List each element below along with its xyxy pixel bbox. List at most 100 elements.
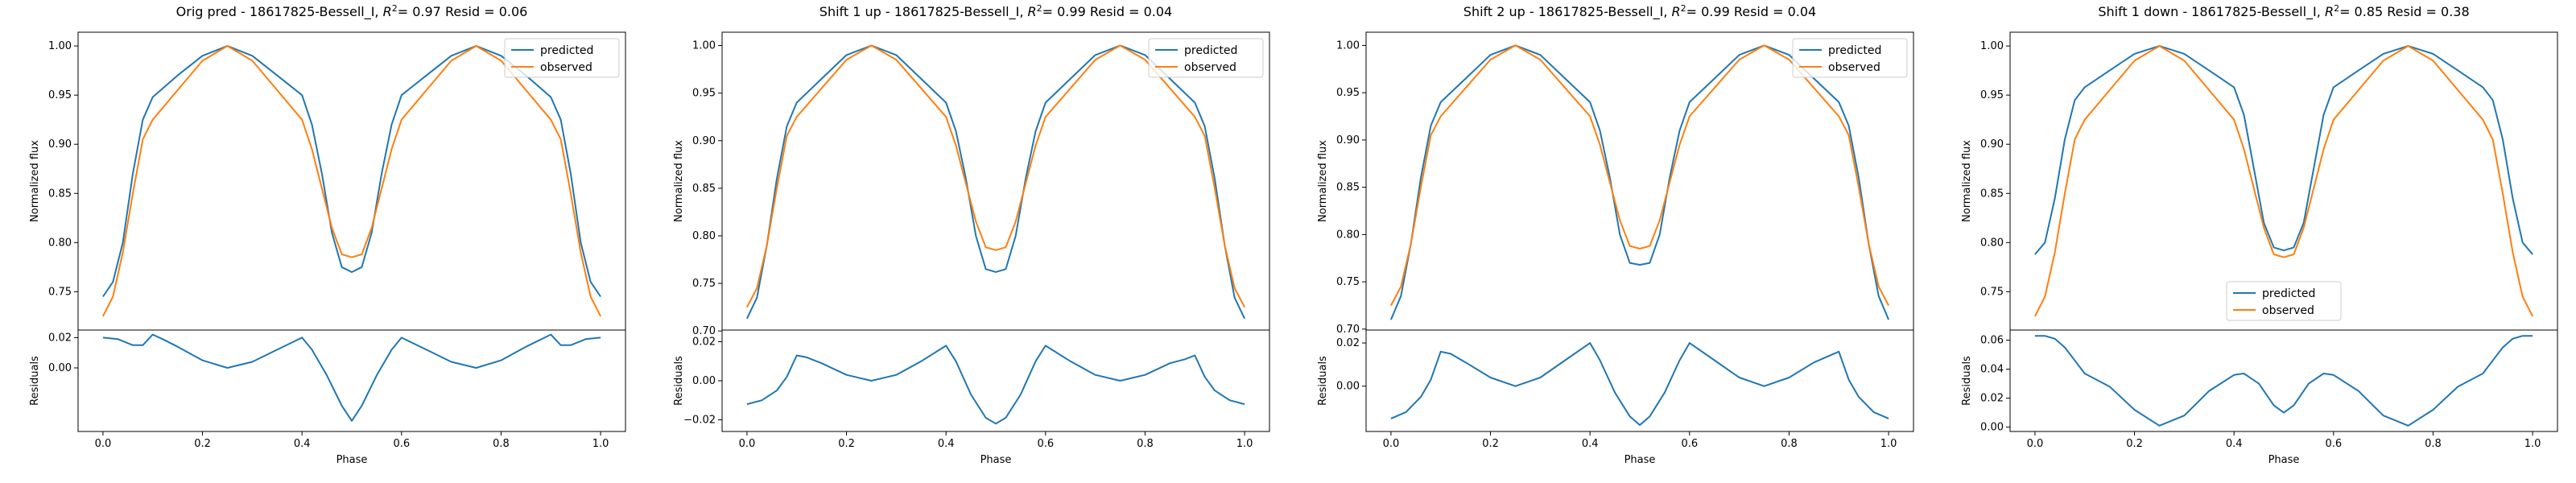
top-ytick-label: 1.00 <box>1336 39 1360 52</box>
bottom-ytick-label: 0.02 <box>1336 337 1360 349</box>
top-ylabel: Normalized flux <box>673 140 685 222</box>
bottom-ytick-label: 0.02 <box>48 332 72 344</box>
xtick-label: 0.2 <box>1482 438 1499 450</box>
top-series-observed-line <box>1390 44 1889 306</box>
bottom-ylabel: Residuals <box>673 356 685 406</box>
top-ytick-label: 0.95 <box>48 89 72 101</box>
bottom-ylabel: Residuals <box>29 356 41 406</box>
legend-label-predicted: predicted <box>1828 44 1881 57</box>
top-ylabel: Normalized flux <box>1961 140 1973 222</box>
legend-label-observed: observed <box>1184 61 1236 74</box>
top-series-predicted-line <box>745 44 1246 320</box>
title-r: R <box>1028 4 1037 19</box>
top-ytick-label: 0.85 <box>1980 188 2004 200</box>
top-ytick-label: 0.75 <box>1980 286 2004 298</box>
panel-title: Shift 2 up - 18617825-Bessell_I, R2= 0.9… <box>1463 3 1816 20</box>
title-suffix: Resid = 0.04 <box>1086 4 1172 19</box>
xlabel: Phase <box>2268 454 2300 466</box>
bottom-axes-frame <box>721 329 1270 432</box>
top-ytick-label: 0.80 <box>1336 229 1360 241</box>
title-r2: = 0.99 <box>1686 4 1730 19</box>
title-suffix: Resid = 0.06 <box>441 4 527 19</box>
title-sup: 2 <box>1037 3 1042 14</box>
xtick-label: 1.0 <box>2524 438 2541 450</box>
bottom-ytick-label: 0.00 <box>1980 422 2004 434</box>
top-series-predicted-line <box>2034 45 2533 255</box>
top-ytick-label: 0.80 <box>1980 237 2004 249</box>
bottom-series-residuals-line <box>1390 342 1889 426</box>
top-ytick-label: 0.90 <box>1980 138 2004 151</box>
top-ytick-label: 0.70 <box>1336 324 1360 336</box>
bottom-ytick-label: 0.06 <box>1980 335 2004 347</box>
title-suffix: Resid = 0.04 <box>1730 4 1816 19</box>
xtick-label: 0.4 <box>2226 438 2243 450</box>
title-prefix: Shift 1 down - 18617825-Bessell_I, <box>2098 4 2325 20</box>
title-r: R <box>1672 4 1681 19</box>
top-ytick-label: 0.90 <box>48 138 72 151</box>
title-suffix: Resid = 0.38 <box>2383 4 2469 19</box>
bottom-ytick-label: −0.02 <box>683 414 716 426</box>
xlabel: Phase <box>980 454 1012 466</box>
top-ytick-label: 0.95 <box>1980 89 2004 101</box>
xtick-label: 0.2 <box>194 438 211 450</box>
xlabel: Phase <box>1624 454 1656 466</box>
bottom-ytick-label: 0.02 <box>1980 393 2004 405</box>
legend-label-observed: observed <box>540 61 592 74</box>
top-ytick-label: 0.90 <box>1336 134 1360 147</box>
top-ylabel: Normalized flux <box>1317 140 1329 222</box>
panel-title: Shift 1 down - 18617825-Bessell_I, R2= 0… <box>2098 3 2469 20</box>
xtick-label: 0.8 <box>1137 438 1154 450</box>
xtick-label: 0.6 <box>393 438 410 450</box>
title-r: R <box>383 4 392 19</box>
xtick-label: 1.0 <box>1880 438 1897 450</box>
top-ytick-label: 0.85 <box>692 183 716 195</box>
xtick-label: 0.6 <box>2325 438 2342 450</box>
xtick-label: 0.8 <box>493 438 510 450</box>
top-series-observed-line <box>102 45 601 317</box>
panel-title: Shift 1 up - 18617825-Bessell_I, R2= 0.9… <box>819 3 1172 20</box>
xtick-label: 1.0 <box>1236 438 1253 450</box>
top-series-predicted-line <box>102 45 601 298</box>
bottom-ylabel: Residuals <box>1961 356 1973 406</box>
title-r2: = 0.85 <box>2339 4 2383 19</box>
legend-label-observed: observed <box>1828 61 1880 74</box>
top-ytick-label: 0.80 <box>692 230 716 242</box>
top-ytick-label: 0.85 <box>1336 182 1360 194</box>
top-ylabel: Normalized flux <box>29 140 41 222</box>
xtick-label: 1.0 <box>592 438 609 450</box>
title-sup: 2 <box>2334 3 2339 14</box>
top-ytick-label: 1.00 <box>1980 40 2004 52</box>
xtick-label: 0.4 <box>938 438 955 450</box>
xtick-label: 0.0 <box>1383 438 1400 450</box>
xtick-label: 0.4 <box>294 438 311 450</box>
xtick-label: 0.8 <box>2425 438 2442 450</box>
legend-label-predicted: predicted <box>2262 287 2315 300</box>
legend-label-predicted: predicted <box>540 44 593 57</box>
title-prefix: Shift 2 up - 18617825-Bessell_I, <box>1463 4 1672 20</box>
top-ytick-label: 0.95 <box>1336 87 1360 99</box>
top-ytick-label: 0.80 <box>48 237 72 249</box>
bottom-axes-frame <box>77 329 626 432</box>
title-prefix: Orig pred - 18617825-Bessell_I, <box>176 4 383 20</box>
bottom-axes-frame <box>1365 329 1914 432</box>
legend-label-predicted: predicted <box>1184 44 1237 57</box>
top-ytick-label: 1.00 <box>48 40 72 52</box>
xtick-label: 0.6 <box>1681 438 1698 450</box>
xtick-label: 0.2 <box>838 438 855 450</box>
bottom-series-residuals-line <box>2034 335 2533 427</box>
top-series-observed-line <box>746 44 1245 308</box>
bottom-ytick-label: 0.00 <box>692 375 716 387</box>
top-ytick-label: 0.90 <box>692 135 716 147</box>
bottom-ytick-label: 0.04 <box>1980 364 2004 376</box>
title-r2: = 0.97 <box>398 4 441 19</box>
top-ytick-label: 0.85 <box>48 188 72 200</box>
bottom-axes-frame <box>2009 329 2558 432</box>
bottom-series-residuals-line <box>746 345 1245 425</box>
xtick-label: 0.2 <box>2126 438 2143 450</box>
title-r2: = 0.99 <box>1042 4 1086 19</box>
title-prefix: Shift 1 up - 18617825-Bessell_I, <box>819 4 1028 20</box>
top-ytick-label: 0.75 <box>48 286 72 298</box>
title-sup: 2 <box>1681 3 1686 14</box>
legend-label-observed: observed <box>2262 304 2314 317</box>
xtick-label: 0.0 <box>2027 438 2044 450</box>
